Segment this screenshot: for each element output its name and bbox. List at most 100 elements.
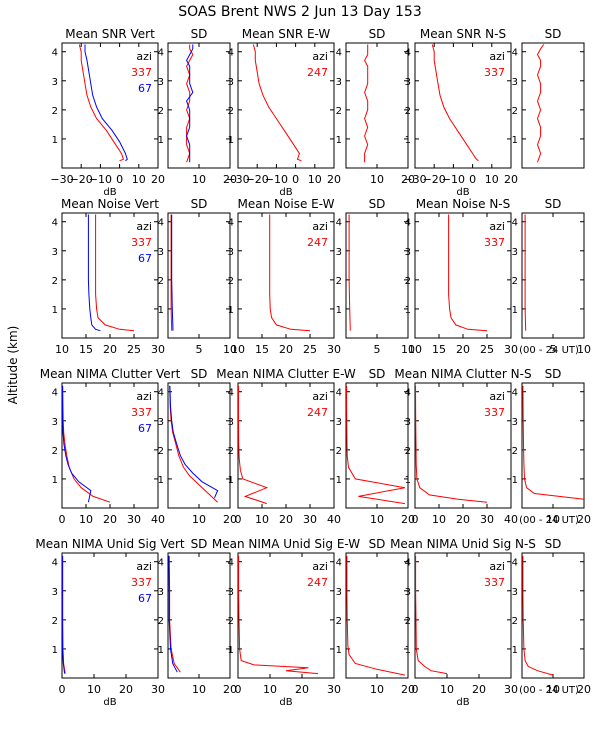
series-line-337 — [415, 385, 488, 503]
x-tick-label: 10 — [192, 683, 206, 696]
x-tick-label: 0 — [292, 173, 299, 186]
y-tick-label: 3 — [336, 587, 342, 598]
panel-sd-noise-vert: SD 1 2 3 4 5 10 — [158, 197, 237, 356]
x-tick-label: 10 — [223, 343, 237, 356]
y-tick-label: 3 — [336, 77, 342, 88]
axes-frame — [237, 42, 335, 169]
x-tick-label: 20 — [327, 173, 341, 186]
legend-entry: 247 — [307, 236, 328, 249]
y-tick-label: 4 — [52, 388, 58, 399]
y-tick-label: 1 — [228, 645, 234, 656]
y-tick-label: 3 — [405, 417, 411, 428]
panel-sd-noise-ew: SD 1 2 3 4 5 10 — [336, 197, 415, 356]
series-line-sd — [168, 555, 178, 673]
y-tick-label: 2 — [228, 446, 234, 457]
series-line-247 — [238, 385, 269, 505]
y-tick-label: 2 — [336, 616, 342, 627]
panel-mean-noise-vert: Mean Noise Vert 1 2 3 4 10 15 20 25 30 azi 337 67 — [52, 197, 165, 356]
legend-entry: 337 — [131, 576, 152, 589]
legend-entry: 337 — [131, 66, 152, 79]
x-tick-label: 0 — [116, 173, 123, 186]
y-tick-label: 2 — [52, 446, 58, 457]
x-tick-label: 20 — [577, 513, 591, 526]
series-line-337 — [62, 385, 111, 503]
x-tick-label: 10 — [440, 683, 454, 696]
y-tick-label: 2 — [158, 446, 164, 457]
y-tick-label: 1 — [52, 135, 58, 146]
y-tick-label: 4 — [228, 558, 234, 569]
x-tick-label: 10 — [192, 173, 206, 186]
legend-title: azi — [489, 560, 505, 573]
x-tick-label: −20 — [423, 173, 446, 186]
panel-title: SD — [369, 537, 386, 551]
x-tick-label: 20 — [119, 683, 133, 696]
x-axis-label: dB — [279, 697, 292, 708]
y-tick-label: 2 — [512, 276, 518, 287]
panel-mean-noise-ew: Mean Noise E-W 1 2 3 4 10 15 20 25 30 azi 247 — [228, 197, 341, 356]
legend-title: azi — [136, 220, 152, 233]
x-tick-label: 40 — [151, 513, 165, 526]
y-tick-label: 1 — [405, 135, 411, 146]
axes-frame — [521, 382, 585, 509]
y-tick-label: 1 — [336, 475, 342, 486]
panel-sd-clutter-ns: SD 1 2 3 4 10 20(00 - 24 UT) — [512, 367, 591, 526]
y-tick-label: 3 — [158, 247, 164, 258]
y-tick-label: 2 — [158, 276, 164, 287]
y-tick-label: 2 — [336, 106, 342, 117]
x-tick-label: 0 — [235, 683, 242, 696]
x-axis-label: dB — [103, 697, 116, 708]
y-tick-label: 4 — [158, 558, 164, 569]
panel-title: Mean NIMA Unid Sig N-S — [390, 537, 536, 551]
x-tick-label: 10 — [255, 513, 269, 526]
y-tick-label: 4 — [158, 48, 164, 59]
axes-frame — [345, 42, 409, 169]
series-line-337 — [415, 555, 448, 675]
panel-title: SD — [545, 197, 562, 211]
panel-title: Mean NIMA Clutter Vert — [40, 367, 181, 381]
x-tick-label: 5 — [196, 343, 203, 356]
x-tick-label: −10 — [89, 173, 112, 186]
axes-frame — [61, 42, 159, 169]
series-line-sd — [186, 44, 194, 163]
series-line-sd — [346, 555, 406, 676]
legend-entry: 67 — [138, 82, 152, 95]
y-tick-label: 3 — [336, 247, 342, 258]
x-tick-label: 0 — [412, 683, 419, 696]
panel-title: SD — [545, 27, 562, 41]
y-tick-label: 4 — [512, 558, 518, 569]
x-tick-label: 30 — [504, 343, 518, 356]
x-tick-label: 10 — [370, 173, 384, 186]
y-tick-label: 2 — [512, 106, 518, 117]
x-tick-label: 25 — [303, 343, 317, 356]
legend-entry: 337 — [484, 66, 505, 79]
series-line-sd — [364, 44, 369, 163]
panel-title: SD — [369, 367, 386, 381]
panel-title: SD — [191, 27, 208, 41]
legend-title: azi — [312, 50, 328, 63]
series-line-67 — [87, 214, 101, 332]
y-tick-label: 4 — [405, 48, 411, 59]
y-tick-label: 2 — [228, 276, 234, 287]
x-tick-label: 20 — [456, 513, 470, 526]
legend-title: azi — [312, 390, 328, 403]
panel-title: SD — [545, 367, 562, 381]
x-tick-label: 10 — [401, 343, 415, 356]
y-tick-label: 4 — [336, 558, 342, 569]
x-tick-label: 5 — [374, 343, 381, 356]
y-tick-label: 1 — [158, 645, 164, 656]
x-tick-label: 20 — [401, 683, 415, 696]
axes-frame — [521, 212, 585, 339]
y-tick-label: 4 — [512, 218, 518, 229]
axes-frame — [167, 212, 231, 339]
y-tick-label: 3 — [52, 587, 58, 598]
series-line-67 — [62, 385, 92, 503]
y-tick-label: 3 — [158, 587, 164, 598]
y-tick-label: 4 — [158, 218, 164, 229]
y-tick-label: 1 — [405, 475, 411, 486]
x-tick-label: 30 — [327, 683, 341, 696]
panel-title: Mean Noise N-S — [416, 197, 511, 211]
x-tick-label: 20 — [279, 513, 293, 526]
x-tick-label: 20 — [577, 683, 591, 696]
